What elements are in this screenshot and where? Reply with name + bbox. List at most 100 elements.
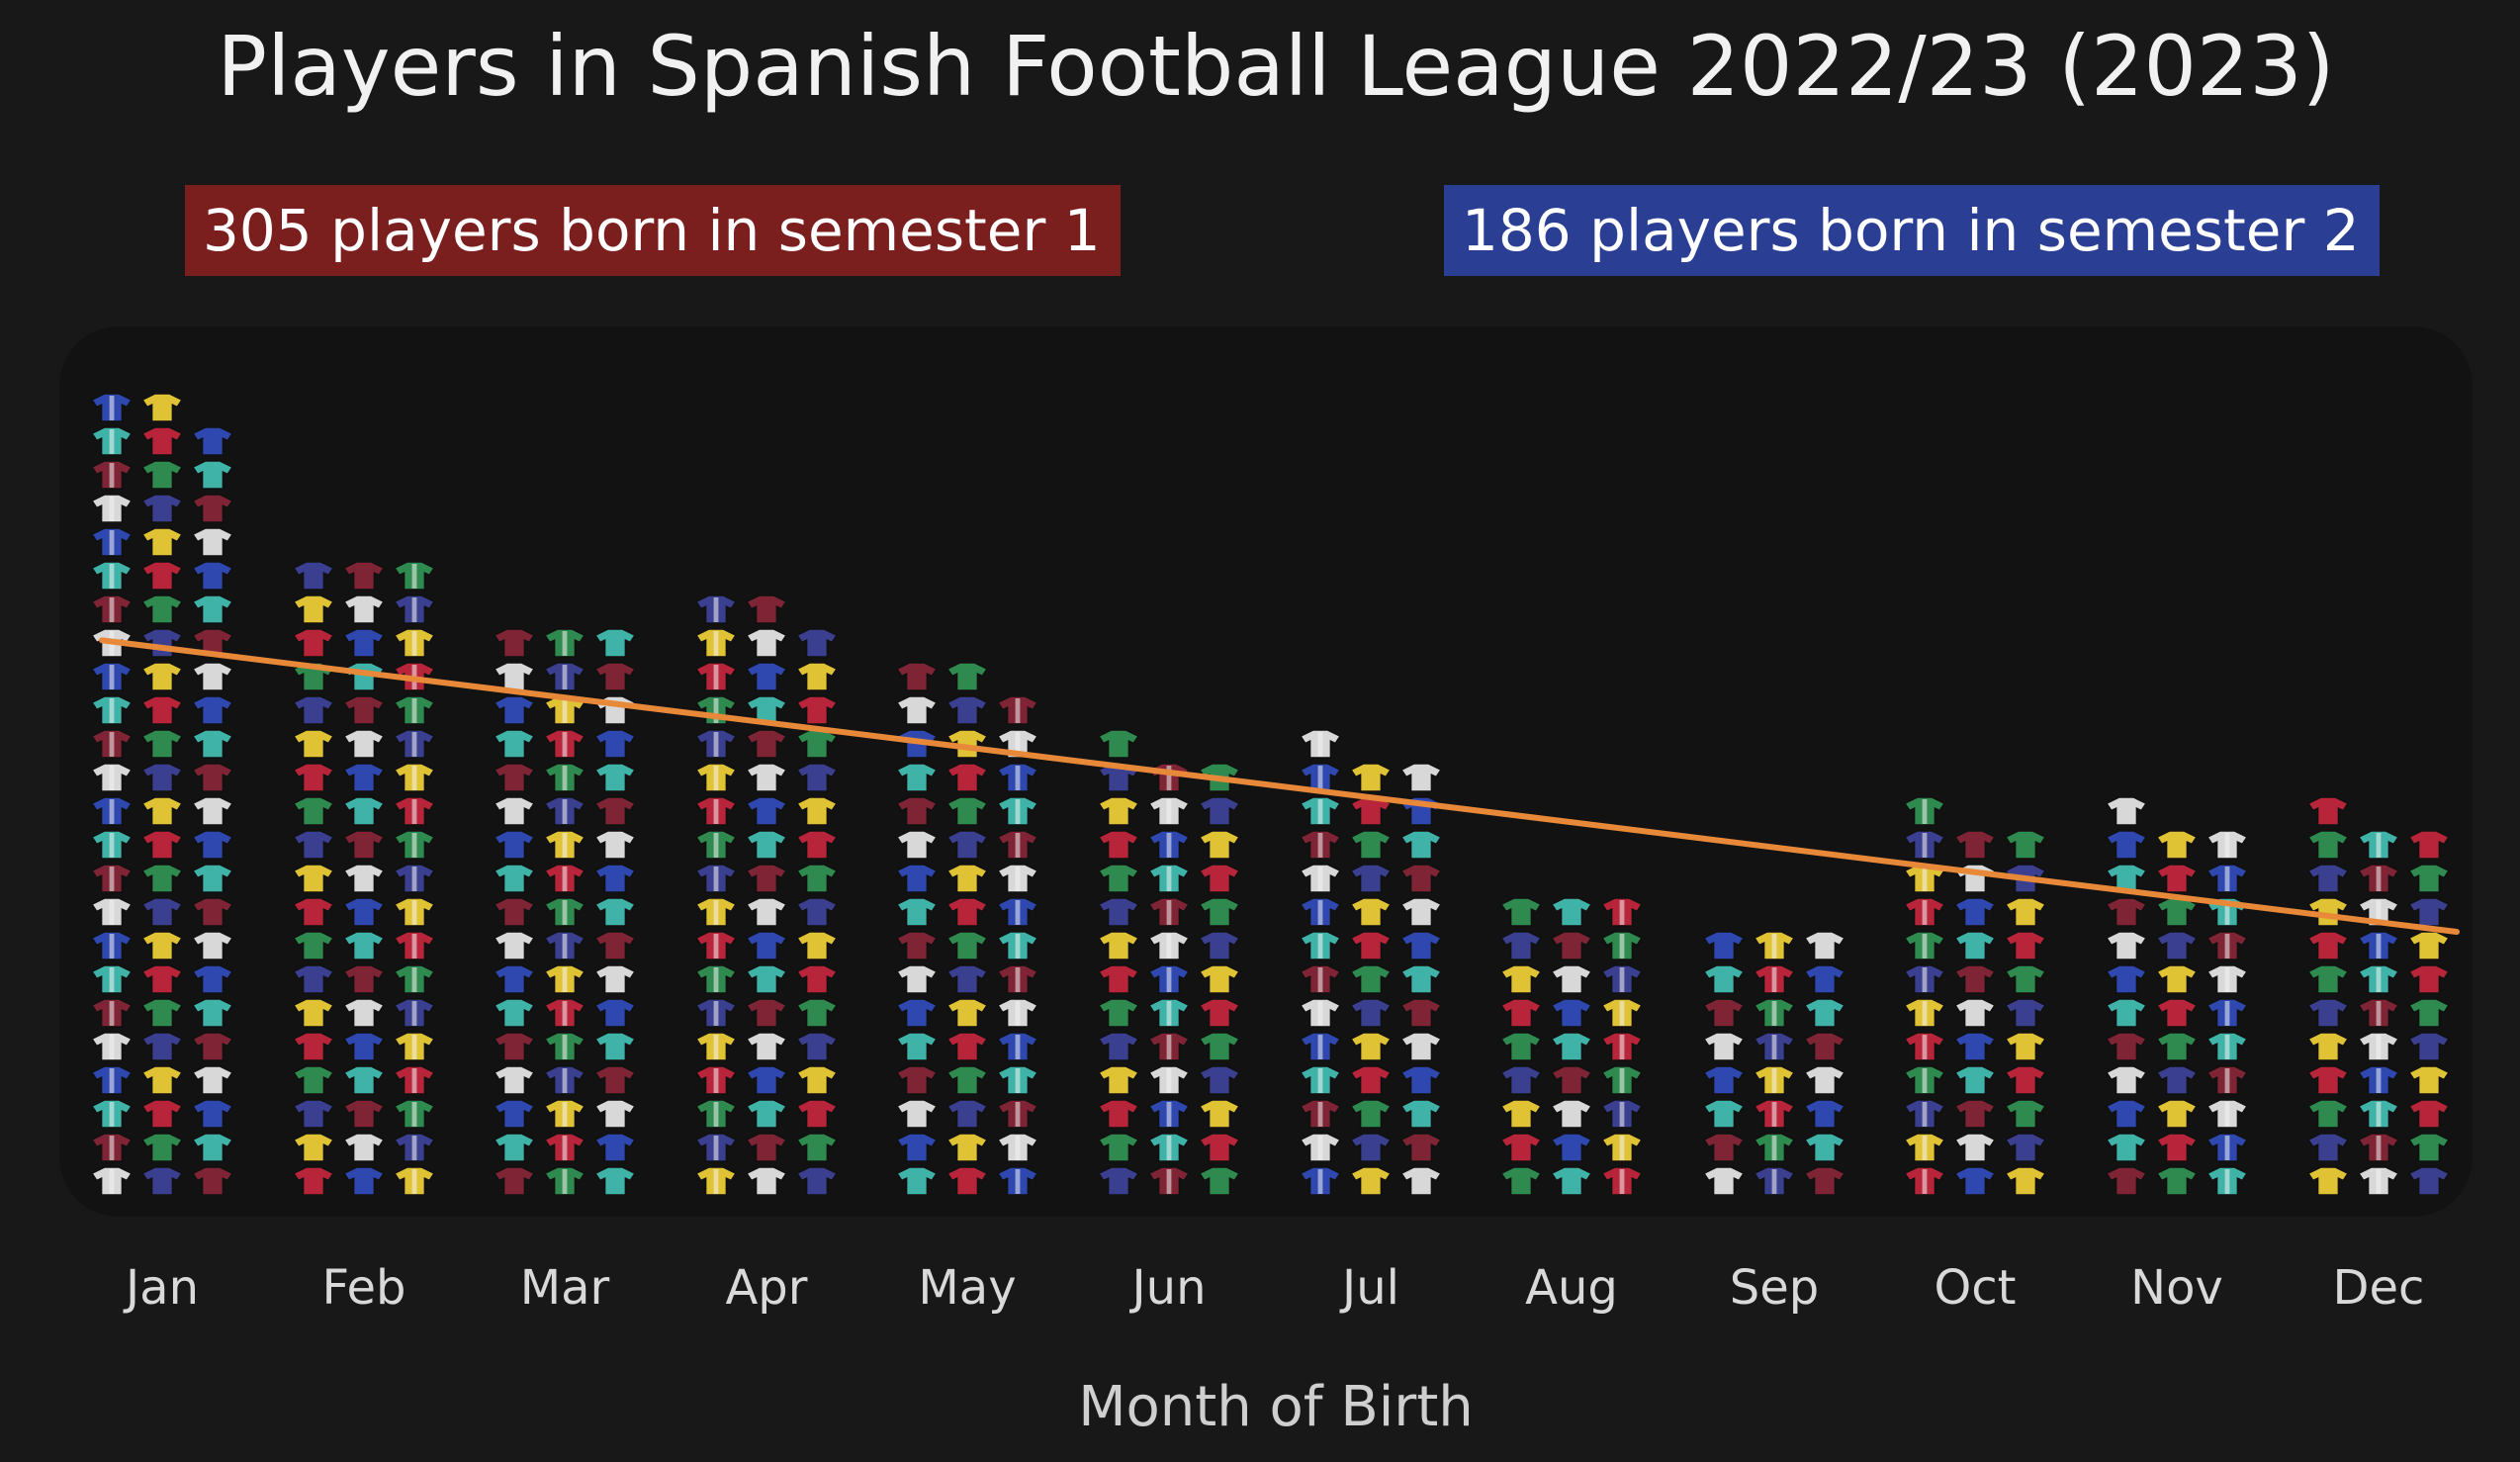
jersey-icon (493, 628, 536, 658)
jersey-icon (1198, 1133, 1241, 1162)
jersey-icon (945, 830, 989, 860)
jersey-stripe (1922, 1001, 1928, 1026)
jersey-icon (745, 763, 788, 792)
jersey-stripe (1166, 1169, 1172, 1194)
jersey-icon (292, 931, 335, 960)
jersey-icon (1702, 931, 1746, 960)
jersey-icon (191, 864, 234, 893)
jersey-icon (1803, 1133, 1846, 1162)
jersey-stripe (1317, 1102, 1323, 1127)
jersey-stripe (1922, 1169, 1928, 1194)
jersey-icon (292, 964, 335, 994)
jersey-icon (1550, 1065, 1593, 1095)
bar-jun (1097, 729, 1241, 1196)
jersey-stripe (1317, 934, 1323, 959)
bar-sep (1702, 931, 1846, 1196)
jersey-stripe (1015, 900, 1021, 925)
jersey-icon (2105, 998, 2148, 1028)
jersey-icon (191, 763, 234, 792)
jersey-icon (493, 796, 536, 826)
jersey-stripe (1166, 967, 1172, 992)
jersey-icon (1349, 1032, 1393, 1061)
jersey-icon (2105, 796, 2148, 826)
jersey-icon (1550, 1032, 1593, 1061)
jersey-icon (2105, 830, 2148, 860)
jersey-icon (140, 460, 184, 490)
jersey-icon (2306, 830, 2350, 860)
jersey-stripe (713, 967, 719, 992)
jersey-icon (342, 964, 386, 994)
jersey-stripe (109, 1001, 115, 1026)
jersey-stripe (2224, 934, 2230, 959)
jersey-icon (795, 1133, 839, 1162)
jersey-stripe (562, 1169, 568, 1194)
jersey-icon (2306, 1166, 2350, 1196)
jersey-icon (1499, 931, 1543, 960)
jersey-icon (895, 1099, 939, 1129)
jersey-icon (1702, 964, 1746, 994)
jersey-icon (1702, 1099, 1746, 1129)
jersey-icon (2004, 1133, 2047, 1162)
jersey-icon (945, 1065, 989, 1095)
jersey-icon (2407, 931, 2451, 960)
jersey-stripe (1015, 867, 1021, 891)
jersey-icon (292, 864, 335, 893)
jersey-icon (493, 1133, 536, 1162)
jersey-stripe (713, 1136, 719, 1160)
jersey-stripe (411, 1136, 417, 1160)
jersey-icon (2407, 964, 2451, 994)
jersey-stripe (411, 1068, 417, 1093)
jersey-icon (945, 931, 989, 960)
jersey-icon (2407, 1065, 2451, 1095)
jersey-icon (895, 964, 939, 994)
jersey-stripe (411, 934, 417, 959)
jersey-icon (1953, 931, 1997, 960)
jersey-icon (191, 662, 234, 691)
jersey-stripe (411, 967, 417, 992)
jersey-icon (191, 796, 234, 826)
jersey-stripe (411, 833, 417, 858)
jersey-stripe (109, 1169, 115, 1194)
jersey-icon (795, 695, 839, 725)
jersey-stripe (1922, 1102, 1928, 1127)
jersey-stripe (2224, 900, 2230, 925)
x-tick-label: Oct (1935, 1260, 2017, 1316)
bar-aug (1499, 897, 1644, 1196)
x-tick-label: Apr (725, 1260, 807, 1316)
jersey-stripe (562, 799, 568, 824)
jersey-stripe (713, 1068, 719, 1093)
jersey-icon (895, 830, 939, 860)
jersey-stripe (1015, 1035, 1021, 1059)
jersey-icon (1097, 931, 1140, 960)
jersey-icon (292, 594, 335, 624)
jersey-icon (2004, 964, 2047, 994)
jersey-stripe (2376, 1035, 2382, 1059)
bar-nov (2105, 796, 2249, 1196)
jersey-icon (593, 763, 637, 792)
jersey-stripe (109, 833, 115, 858)
jersey-icon (795, 662, 839, 691)
jersey-icon (1198, 1099, 1241, 1129)
jersey-stripe (1619, 1001, 1625, 1026)
jersey-icon (1953, 1065, 1997, 1095)
jersey-icon (795, 1065, 839, 1095)
jersey-icon (1702, 1166, 1746, 1196)
jersey-stripe (713, 1035, 719, 1059)
jersey-icon (1399, 864, 1443, 893)
jersey-icon (1097, 864, 1140, 893)
jersey-icon (493, 931, 536, 960)
jersey-icon (2407, 1166, 2451, 1196)
jersey-stripe (1619, 1169, 1625, 1194)
jersey-icon (493, 964, 536, 994)
jersey-icon (342, 1065, 386, 1095)
jersey-icon (493, 830, 536, 860)
jersey-stripe (411, 698, 417, 723)
jersey-stripe (1771, 1068, 1777, 1093)
jersey-icon (140, 796, 184, 826)
jersey-icon (1399, 931, 1443, 960)
jersey-icon (493, 695, 536, 725)
jersey-stripe (1015, 967, 1021, 992)
jersey-stripe (713, 1001, 719, 1026)
jersey-icon (1499, 1065, 1543, 1095)
